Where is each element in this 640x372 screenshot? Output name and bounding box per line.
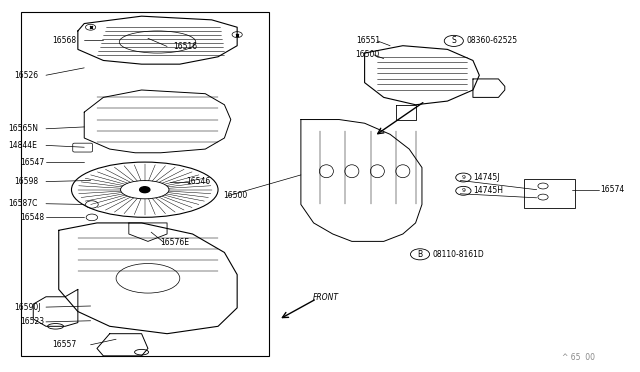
Text: 08360-62525: 08360-62525 (467, 36, 518, 45)
Text: 16587C: 16587C (8, 199, 37, 208)
Text: 16576E: 16576E (161, 238, 189, 247)
Text: 16590J: 16590J (14, 302, 40, 312)
Text: 16557: 16557 (52, 340, 77, 349)
Text: 16500: 16500 (223, 192, 248, 201)
Text: 9: 9 (461, 188, 465, 193)
Circle shape (140, 187, 150, 193)
Text: 14745J: 14745J (473, 173, 499, 182)
Text: 9: 9 (461, 175, 465, 180)
Text: 14745H: 14745H (473, 186, 503, 195)
Text: 16574: 16574 (600, 185, 625, 194)
Text: 16547: 16547 (20, 157, 45, 167)
Text: 16526: 16526 (14, 71, 38, 80)
Text: S: S (451, 36, 456, 45)
Text: 16568: 16568 (52, 36, 77, 45)
Text: 16565N: 16565N (8, 124, 38, 133)
Text: B: B (417, 250, 422, 259)
Text: FRONT: FRONT (312, 294, 339, 302)
Text: 16548: 16548 (20, 213, 45, 222)
Text: 16516: 16516 (173, 42, 198, 51)
Text: 16551: 16551 (356, 36, 380, 45)
Text: 16598: 16598 (14, 177, 38, 186)
Text: ^ 65  00: ^ 65 00 (562, 353, 595, 362)
Text: 16523: 16523 (20, 317, 45, 326)
Text: 16546: 16546 (186, 177, 211, 186)
Text: 16500: 16500 (355, 51, 380, 60)
Text: 08110-8161D: 08110-8161D (432, 250, 484, 259)
Text: 14844E: 14844E (8, 141, 36, 150)
